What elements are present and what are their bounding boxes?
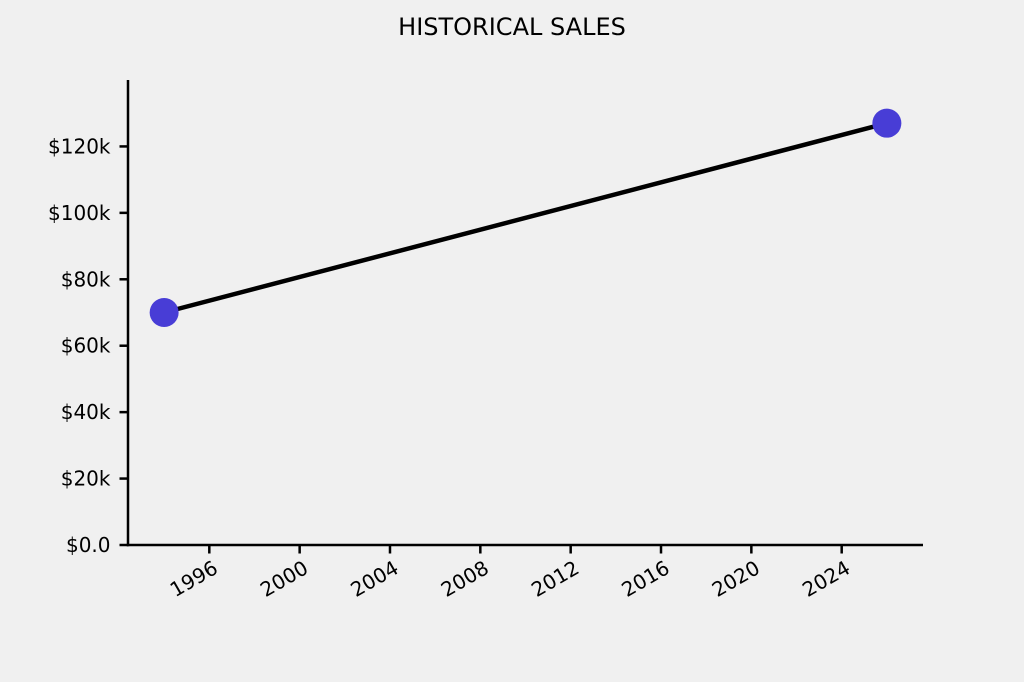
y-axis-tick-label: $40k <box>61 400 111 424</box>
y-axis-tick-label: $0.0 <box>66 533 111 557</box>
y-axis-tick-label: $20k <box>61 467 111 491</box>
y-axis-tick-label: $80k <box>61 267 111 291</box>
x-axis-tick-label: 1996 <box>166 556 222 602</box>
x-axis-tick-label: 2000 <box>256 556 312 602</box>
data-point-marker <box>149 298 179 327</box>
x-axis-tick-label: 2016 <box>617 556 673 602</box>
y-axis-tick-label: $60k <box>61 334 111 358</box>
y-axis-tick-label: $100k <box>48 201 111 225</box>
x-axis-tick-label: 2004 <box>346 556 402 602</box>
x-axis-tick-label: 2012 <box>527 556 583 602</box>
y-axis-tick-label: $120k <box>48 134 111 158</box>
x-axis-tick-label: 2020 <box>708 556 764 602</box>
sales-trend-line <box>163 121 888 315</box>
x-axis-tick-label: 2024 <box>798 556 854 602</box>
x-axis-tick-label: 2008 <box>437 556 493 602</box>
chart-title: HISTORICAL SALES <box>398 13 626 41</box>
data-point-marker <box>872 108 902 138</box>
